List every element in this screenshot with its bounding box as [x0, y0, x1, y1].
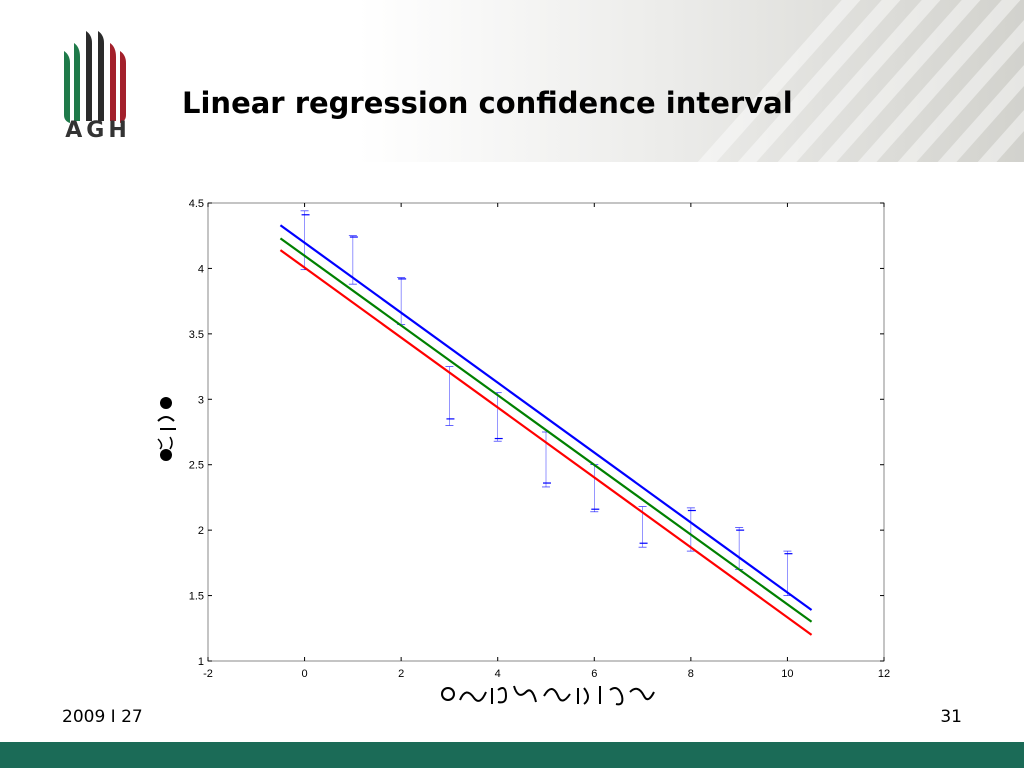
series-line-1: [279, 237, 813, 623]
x-tick-label: 2: [398, 668, 404, 680]
footer-date: 2009 I 27: [62, 707, 143, 727]
regression-chart: 1 1.5 2 2.5 3 3.5 4 4.5 -2 0 2 4 6 8 10 12: [157, 198, 890, 706]
y-tick-label: 1.5: [189, 591, 204, 603]
x-tick-label: 8: [688, 668, 694, 680]
y-tick-label: 3.5: [189, 329, 204, 341]
x-axis-glyph-decoration: [441, 685, 655, 706]
y-tick-label: 2: [198, 525, 204, 537]
footer-page-number: 31: [940, 707, 962, 727]
x-tick-label: 12: [878, 668, 890, 680]
x-tick-label: 10: [781, 668, 793, 680]
y-axis-glyph-decoration: [157, 397, 176, 461]
y-tick-label: 2.5: [189, 460, 204, 472]
header-band: [0, 0, 1024, 162]
y-tick-label: 1: [198, 656, 204, 668]
footer-band: [0, 742, 1024, 768]
y-tick-label: 4.5: [189, 198, 204, 210]
agh-logo-text: AGH: [65, 118, 131, 143]
header-stripes-decoration: [697, 0, 1024, 162]
x-tick-label: 6: [591, 668, 597, 680]
x-tick-label: -2: [203, 668, 213, 680]
y-tick-label: 4: [198, 263, 204, 275]
agh-logo: [64, 31, 126, 123]
x-tick-label: 4: [495, 668, 501, 680]
x-tick-label: 0: [302, 668, 308, 680]
y-tick-label: 3: [198, 394, 204, 406]
series-line-2: [279, 249, 813, 636]
series-line-0: [279, 224, 813, 611]
slide-title: Linear regression confidence interval: [182, 86, 793, 120]
